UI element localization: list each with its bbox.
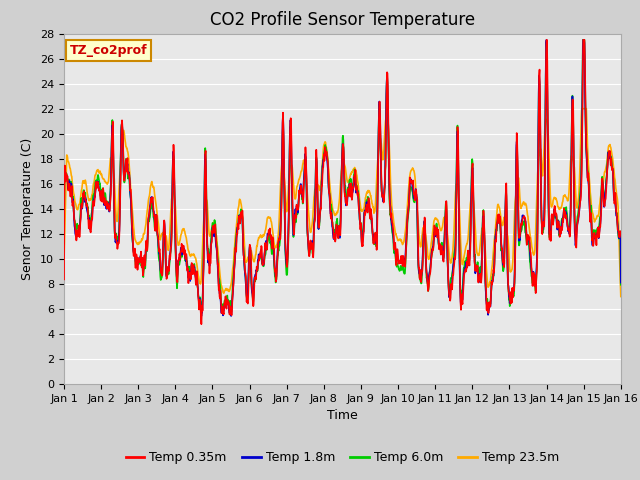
Temp 6.0m xyxy=(246,251,254,257)
Line: Temp 23.5m: Temp 23.5m xyxy=(64,108,621,297)
Temp 1.8m xyxy=(198,313,205,319)
Legend: Temp 0.35m, Temp 1.8m, Temp 6.0m, Temp 23.5m: Temp 0.35m, Temp 1.8m, Temp 6.0m, Temp 2… xyxy=(121,446,564,469)
Temp 6.0m xyxy=(579,37,587,43)
Line: Temp 0.35m: Temp 0.35m xyxy=(64,40,621,324)
Temp 0.35m xyxy=(543,37,550,43)
Temp 6.0m xyxy=(429,246,437,252)
Temp 6.0m xyxy=(184,264,191,270)
Temp 0.35m xyxy=(198,321,205,327)
Temp 23.5m xyxy=(617,294,625,300)
Temp 0.35m xyxy=(170,168,178,174)
Temp 6.0m xyxy=(617,282,625,288)
Temp 1.8m xyxy=(502,187,509,193)
Temp 1.8m xyxy=(184,270,191,276)
Temp 23.5m xyxy=(170,193,178,199)
Temp 6.0m xyxy=(551,213,559,219)
Temp 1.8m xyxy=(60,240,68,246)
Temp 1.8m xyxy=(246,250,254,256)
Temp 1.8m xyxy=(429,246,437,252)
Temp 0.35m xyxy=(184,265,191,271)
Y-axis label: Senor Temperature (C): Senor Temperature (C) xyxy=(22,138,35,280)
Temp 23.5m xyxy=(578,106,586,111)
Temp 6.0m xyxy=(60,240,68,246)
Temp 23.5m xyxy=(551,195,559,201)
Temp 23.5m xyxy=(246,251,254,256)
Temp 23.5m xyxy=(429,229,436,235)
Temp 6.0m xyxy=(502,187,509,193)
Temp 1.8m xyxy=(170,181,178,187)
Temp 23.5m xyxy=(502,222,509,228)
Temp 0.35m xyxy=(429,247,437,253)
Temp 23.5m xyxy=(184,245,191,251)
Title: CO2 Profile Sensor Temperature: CO2 Profile Sensor Temperature xyxy=(210,11,475,29)
Temp 6.0m xyxy=(170,183,178,189)
Temp 0.35m xyxy=(502,189,509,194)
Temp 23.5m xyxy=(60,257,68,263)
Temp 1.8m xyxy=(543,37,550,43)
Temp 0.35m xyxy=(246,245,254,251)
Text: TZ_co2prof: TZ_co2prof xyxy=(70,44,147,57)
Temp 0.35m xyxy=(60,276,68,282)
Line: Temp 1.8m: Temp 1.8m xyxy=(64,40,621,316)
Temp 6.0m xyxy=(197,307,205,313)
Temp 0.35m xyxy=(552,210,559,216)
Temp 1.8m xyxy=(552,212,559,217)
Line: Temp 6.0m: Temp 6.0m xyxy=(64,40,621,310)
Temp 0.35m xyxy=(617,231,625,237)
Temp 1.8m xyxy=(617,280,625,286)
X-axis label: Time: Time xyxy=(327,409,358,422)
